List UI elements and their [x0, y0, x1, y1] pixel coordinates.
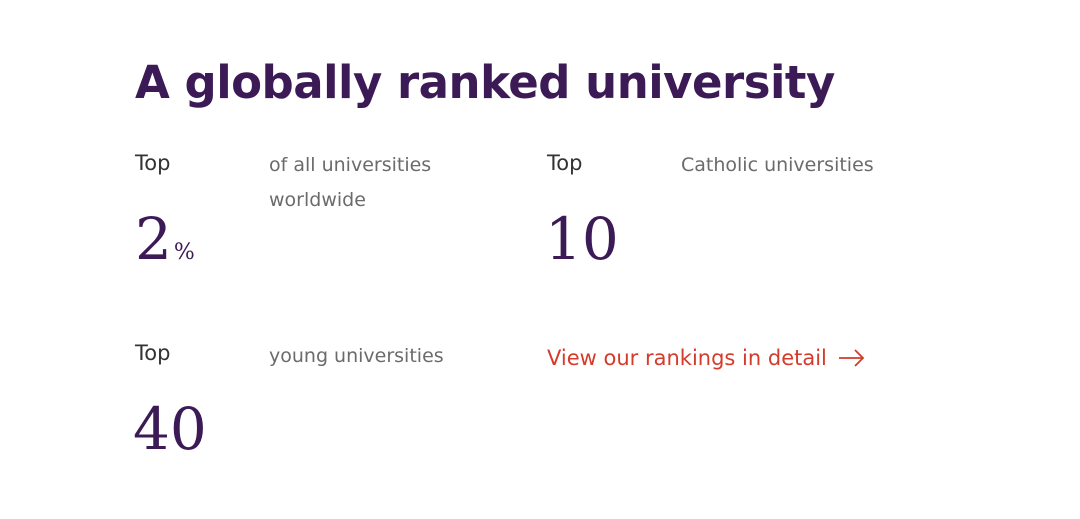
- stat-number: 2%: [135, 210, 195, 268]
- stat-number: 10: [545, 205, 619, 273]
- stat-prefix: Top: [547, 151, 583, 175]
- link-text[interactable]: View our rankings in detail: [547, 346, 827, 370]
- stat-prefix: Top: [135, 151, 171, 175]
- stat-prefix: Top: [135, 341, 171, 365]
- stat-value: 2: [135, 205, 172, 273]
- arrow-icon[interactable]: [837, 348, 867, 368]
- rankings-link[interactable]: View our rankings in detail: [547, 346, 867, 370]
- stat-description: Catholic universities: [681, 154, 874, 176]
- stat-description: of all universities worldwide: [269, 154, 432, 211]
- stat-description: young universities: [269, 345, 444, 367]
- stat-unit: %: [173, 240, 195, 265]
- stat-number: 40: [133, 395, 207, 463]
- section-title: A globally ranked university: [135, 56, 835, 109]
